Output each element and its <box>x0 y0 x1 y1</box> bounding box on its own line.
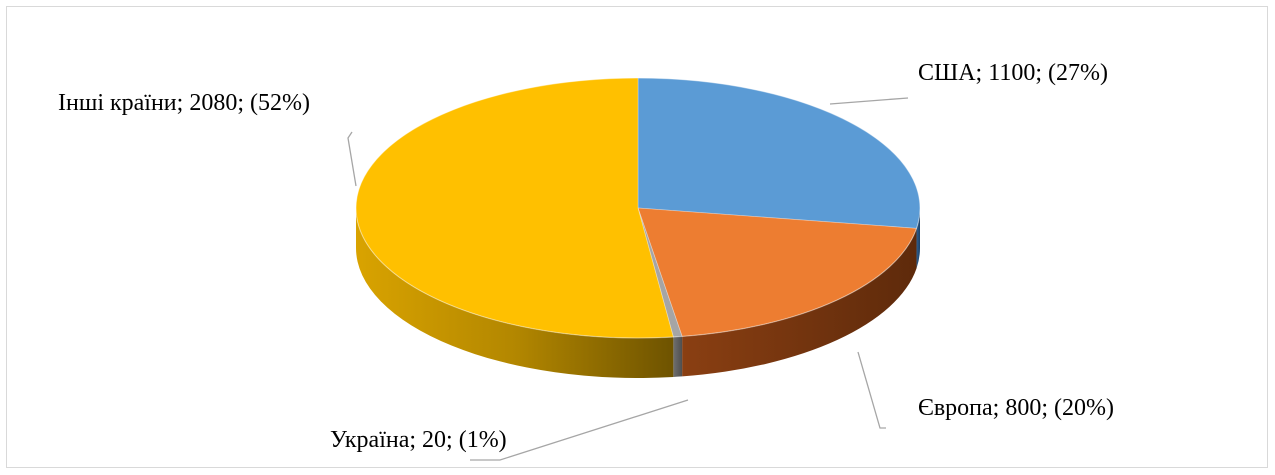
pie-side-2 <box>673 336 682 377</box>
data-label-3: Інші країни; 2080; (52%) <box>58 90 310 116</box>
data-label-2: Україна; 20; (1%) <box>330 427 507 453</box>
leader-line-0 <box>830 98 908 104</box>
leader-line-1 <box>858 352 886 428</box>
data-label-0: США; 1100; (27%) <box>918 60 1108 86</box>
data-label-1: Європа; 800; (20%) <box>918 395 1114 421</box>
leader-line-3 <box>348 132 356 186</box>
